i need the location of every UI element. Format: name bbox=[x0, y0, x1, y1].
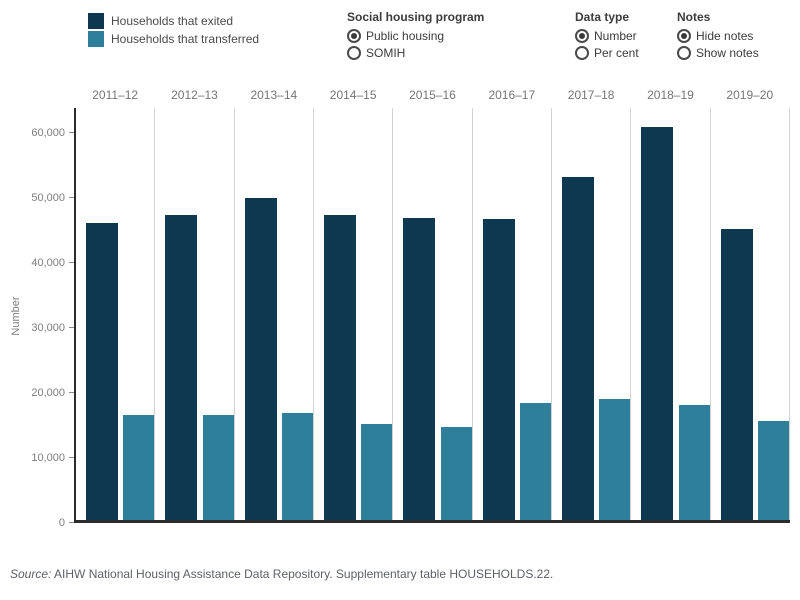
y-tick-label: 50,000 bbox=[31, 192, 65, 204]
radio-button-icon bbox=[347, 29, 361, 43]
chart-pane-2013-14: 2013–14 bbox=[235, 88, 314, 520]
bar-transferred-2014-15[interactable] bbox=[361, 424, 393, 520]
bar-transferred-2019-20[interactable] bbox=[757, 421, 789, 520]
source-text: AIHW National Housing Assistance Data Re… bbox=[51, 567, 554, 581]
control-data-type: Data type Number Per cent bbox=[575, 10, 639, 63]
radio-hide-notes[interactable]: Hide notes bbox=[677, 29, 759, 43]
x-axis-label-2011-12: 2011–12 bbox=[92, 88, 139, 102]
bar-exited-2018-19[interactable] bbox=[641, 127, 674, 520]
y-tick-label: 20,000 bbox=[31, 387, 65, 399]
bar-exited-2015-16[interactable] bbox=[403, 218, 436, 520]
legend-label-transferred: Households that transferred bbox=[111, 32, 260, 46]
chart-legend: Households that exited Households that t… bbox=[88, 13, 259, 49]
bar-transferred-2015-16[interactable] bbox=[440, 427, 472, 520]
bar-exited-2014-15[interactable] bbox=[323, 215, 356, 520]
chart-pane-2016-17: 2016–17 bbox=[473, 88, 552, 520]
bar-transferred-2016-17[interactable] bbox=[519, 403, 551, 520]
bar-transferred-2018-19[interactable] bbox=[678, 405, 710, 520]
bar-exited-2011-12[interactable] bbox=[86, 223, 118, 520]
bar-exited-2019-20[interactable] bbox=[720, 229, 753, 520]
radio-number[interactable]: Number bbox=[575, 29, 639, 43]
x-axis-label-2015-16: 2015–16 bbox=[409, 88, 456, 102]
control-title: Data type bbox=[575, 10, 630, 24]
radio-show-notes[interactable]: Show notes bbox=[677, 46, 759, 60]
y-tick-mark-icon bbox=[69, 392, 74, 393]
control-notes: Notes Hide notes Show notes bbox=[677, 10, 759, 63]
radio-button-icon bbox=[575, 29, 589, 43]
x-axis-label-2019-20: 2019–20 bbox=[726, 88, 774, 102]
chart-pane-2018-19: 2018–19 bbox=[631, 88, 711, 520]
y-tick-mark-icon bbox=[69, 327, 74, 328]
chart-pane-2019-20: 2019–20 bbox=[711, 88, 790, 520]
bar-transferred-2012-13[interactable] bbox=[202, 415, 234, 520]
radio-per-cent[interactable]: Per cent bbox=[575, 46, 639, 60]
radio-button-icon bbox=[677, 29, 691, 43]
x-axis-label-2016-17: 2016–17 bbox=[488, 88, 536, 102]
radio-public-housing[interactable]: Public housing bbox=[347, 29, 484, 43]
x-axis-label-2017-18: 2017–18 bbox=[567, 88, 615, 102]
legend-swatch-exited-icon bbox=[88, 13, 104, 29]
radio-somih[interactable]: SOMIH bbox=[347, 46, 484, 60]
source-note: Source: AIHW National Housing Assistance… bbox=[10, 567, 553, 581]
chart-pane-2012-13: 2012–13 bbox=[155, 88, 235, 520]
control-title: Notes bbox=[677, 10, 711, 24]
bar-transferred-2011-12[interactable] bbox=[123, 415, 155, 520]
legend-item-transferred[interactable]: Households that transferred bbox=[88, 31, 259, 47]
source-prefix: Source: bbox=[10, 567, 52, 581]
y-tick-mark-icon bbox=[69, 132, 74, 133]
chart-pane-2011-12: 2011–12 bbox=[76, 88, 156, 520]
x-axis-label-2013-14: 2013–14 bbox=[250, 88, 298, 102]
y-tick-label: 40,000 bbox=[31, 257, 65, 269]
y-tick-mark-icon bbox=[69, 262, 74, 263]
bar-chart-plot-area: 2011–12 2012–13 2013–14 2014–15 2015–16 2016–… bbox=[74, 88, 790, 523]
y-tick-mark-icon bbox=[69, 457, 74, 458]
radio-button-icon bbox=[347, 46, 361, 60]
legend-label-exited: Households that exited bbox=[111, 14, 234, 28]
y-tick-label: 0 bbox=[58, 517, 65, 529]
bar-exited-2016-17[interactable] bbox=[482, 219, 515, 520]
x-axis-label-2012-13: 2012–13 bbox=[171, 88, 218, 102]
radio-button-icon bbox=[677, 46, 691, 60]
bar-exited-2013-14[interactable] bbox=[244, 198, 277, 520]
x-axis-label-2018-19: 2018–19 bbox=[647, 88, 694, 102]
chart-pane-2017-18: 2017–18 bbox=[552, 88, 632, 520]
y-tick-mark-icon bbox=[69, 522, 74, 523]
chart-pane-2015-16: 2015–16 bbox=[393, 88, 473, 520]
legend-item-exited[interactable]: Households that exited bbox=[88, 13, 259, 29]
y-axis: 0 10,000 20,000 30,000 40,000 50,000 60,000 bbox=[0, 108, 74, 529]
y-tick-label: 30,000 bbox=[31, 322, 65, 334]
control-title: Social housing program bbox=[347, 10, 485, 24]
chart-pane-2014-15: 2014–15 bbox=[314, 88, 394, 520]
x-axis-label-2014-15: 2014–15 bbox=[329, 88, 377, 102]
bar-transferred-2013-14[interactable] bbox=[281, 413, 313, 520]
radio-button-icon bbox=[575, 46, 589, 60]
y-tick-label: 60,000 bbox=[31, 127, 65, 139]
y-tick-mark-icon bbox=[69, 197, 74, 198]
bar-exited-2017-18[interactable] bbox=[561, 177, 594, 520]
bar-transferred-2017-18[interactable] bbox=[599, 399, 631, 520]
bar-exited-2012-13[interactable] bbox=[165, 215, 198, 520]
y-tick-label: 10,000 bbox=[31, 452, 65, 464]
legend-swatch-transferred-icon bbox=[88, 31, 104, 47]
control-social-housing-program: Social housing program Public housing SO… bbox=[347, 10, 484, 63]
